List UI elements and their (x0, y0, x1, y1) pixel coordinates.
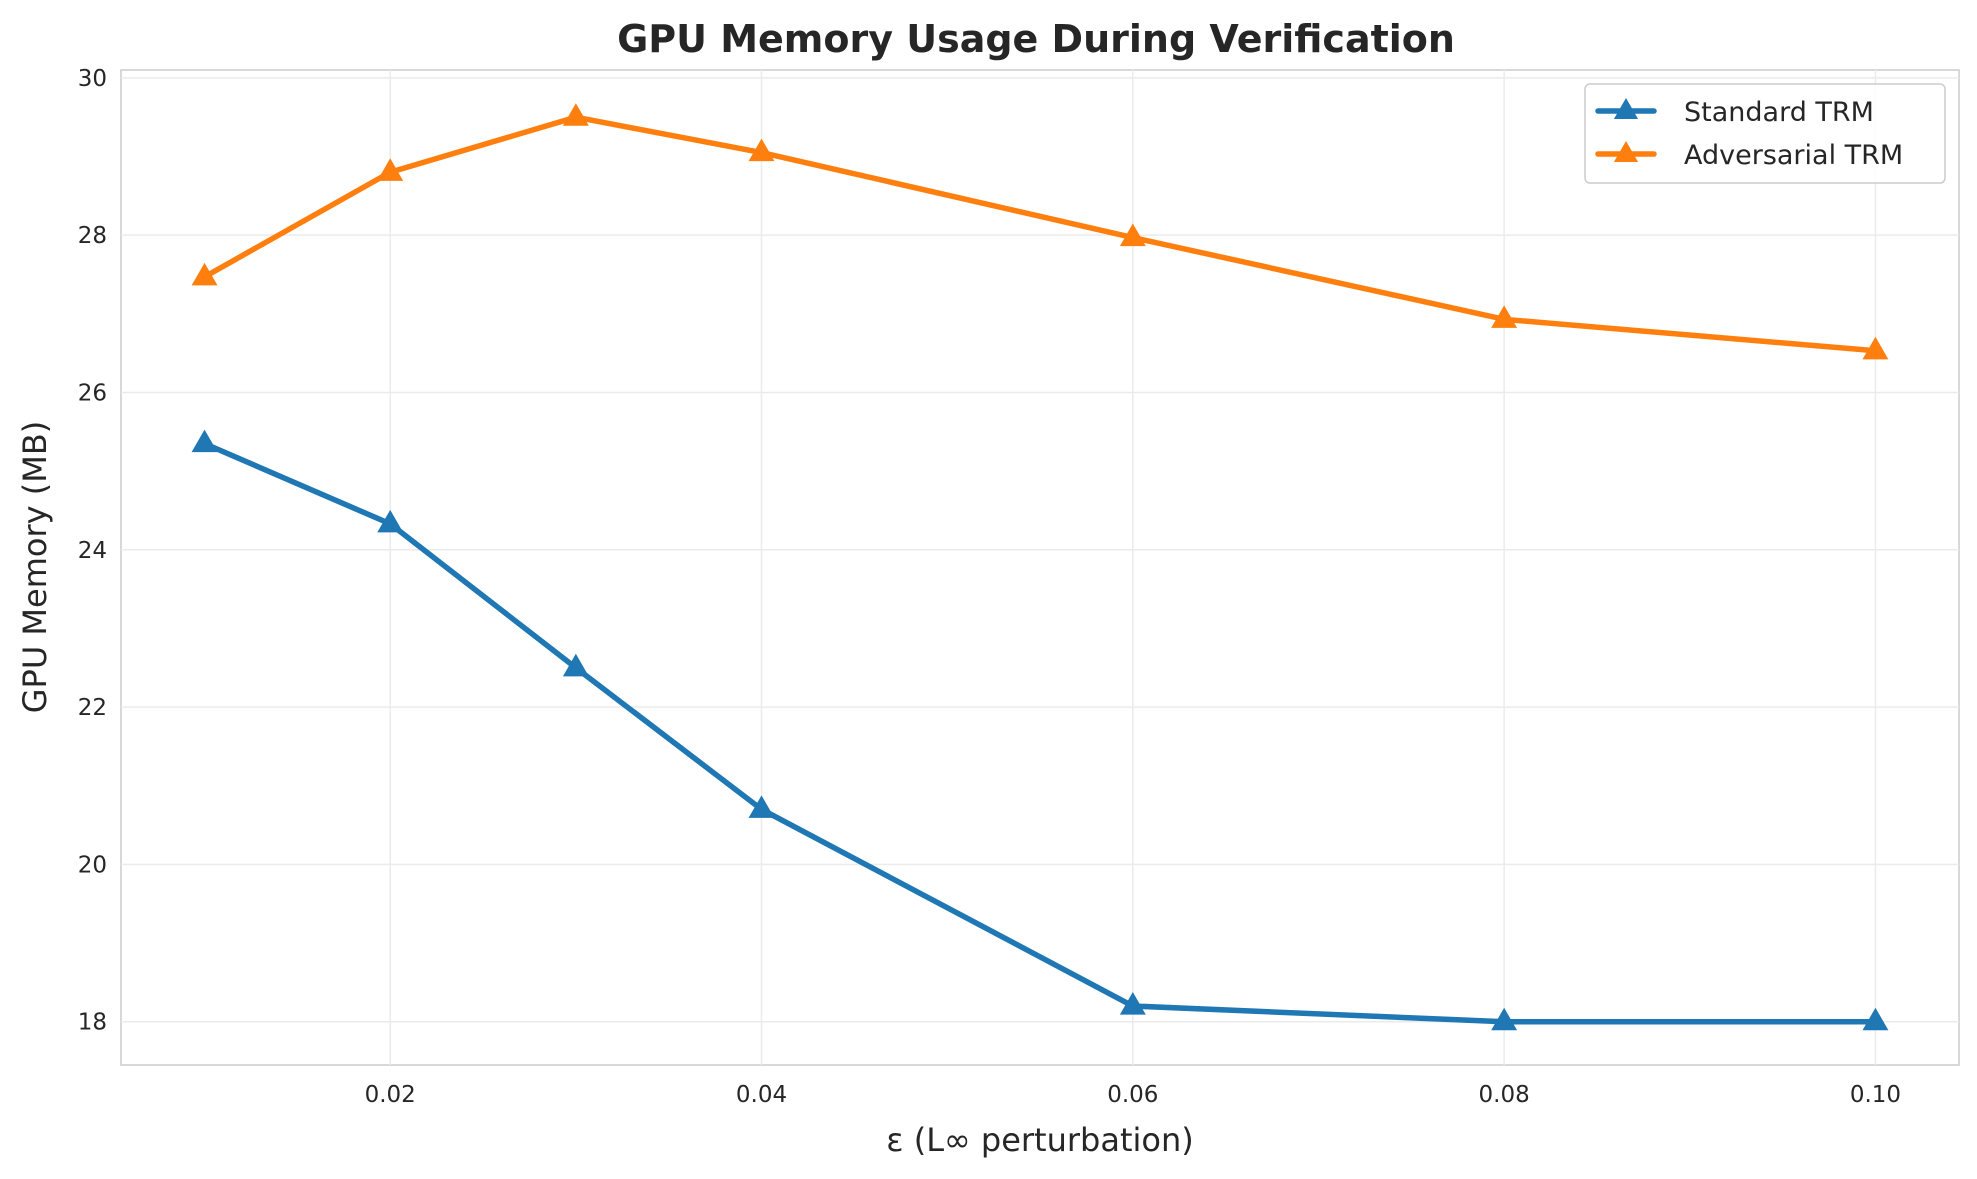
x-tick-label: 0.04 (736, 1082, 787, 1108)
standard-trm-point (1862, 1007, 1889, 1031)
standard-trm-point (191, 429, 218, 453)
y-tick-label: 30 (78, 66, 107, 92)
adversarial-trm-point (377, 158, 404, 181)
adversarial-trm-point (748, 138, 775, 162)
y-tick-label: 26 (78, 380, 107, 406)
y-axis-title: GPU Memory (MB) (16, 421, 54, 714)
adversarial-trm-point (1119, 223, 1146, 247)
legend-item-adversarial-trm: Adversarial TRM (1595, 140, 1903, 171)
y-tick-label: 22 (78, 695, 107, 721)
y-tick-label: 20 (78, 852, 107, 878)
standard-trm-point (562, 653, 589, 677)
x-tick-label: 0.06 (1107, 1082, 1158, 1108)
adversarial-trm-point (562, 103, 589, 126)
standard-trm-point (377, 509, 404, 533)
standard-trm-point (1491, 1007, 1518, 1031)
standard-trm-point (748, 795, 775, 818)
y-tick-label: 24 (78, 538, 107, 564)
adversarial-trm-point (1862, 336, 1889, 360)
legend-marker (1613, 98, 1639, 120)
legend-item-standard-trm: Standard TRM (1595, 97, 1874, 128)
chart-title: GPU Memory Usage During Verification (617, 17, 1455, 61)
legend-box (1584, 83, 1946, 184)
legend-label: Standard TRM (1684, 97, 1874, 128)
series-standard-trm (191, 429, 1889, 1031)
legend: Standard TRM Adversarial TRM (1584, 83, 1946, 184)
adversarial-trm-point (191, 262, 218, 286)
series-adversarial-trm (191, 103, 1889, 360)
y-tick-label: 18 (78, 1010, 107, 1036)
x-axis-title: ε (L∞ perturbation) (886, 1121, 1193, 1159)
adversarial-trm-point (1491, 305, 1518, 328)
tick-labels: 0.02 0.04 0.06 0.08 0.10 18 20 22 24 26 28 30 (78, 66, 1901, 1108)
x-tick-label: 0.02 (365, 1082, 416, 1108)
standard-trm-point (1119, 992, 1146, 1015)
x-tick-label: 0.08 (1479, 1082, 1530, 1108)
legend-marker (1613, 141, 1639, 163)
series-lines (191, 103, 1889, 1031)
x-tick-label: 0.10 (1850, 1082, 1901, 1108)
y-tick-label: 28 (78, 223, 107, 249)
legend-label: Adversarial TRM (1684, 140, 1903, 171)
plot-area (120, 69, 1960, 1066)
